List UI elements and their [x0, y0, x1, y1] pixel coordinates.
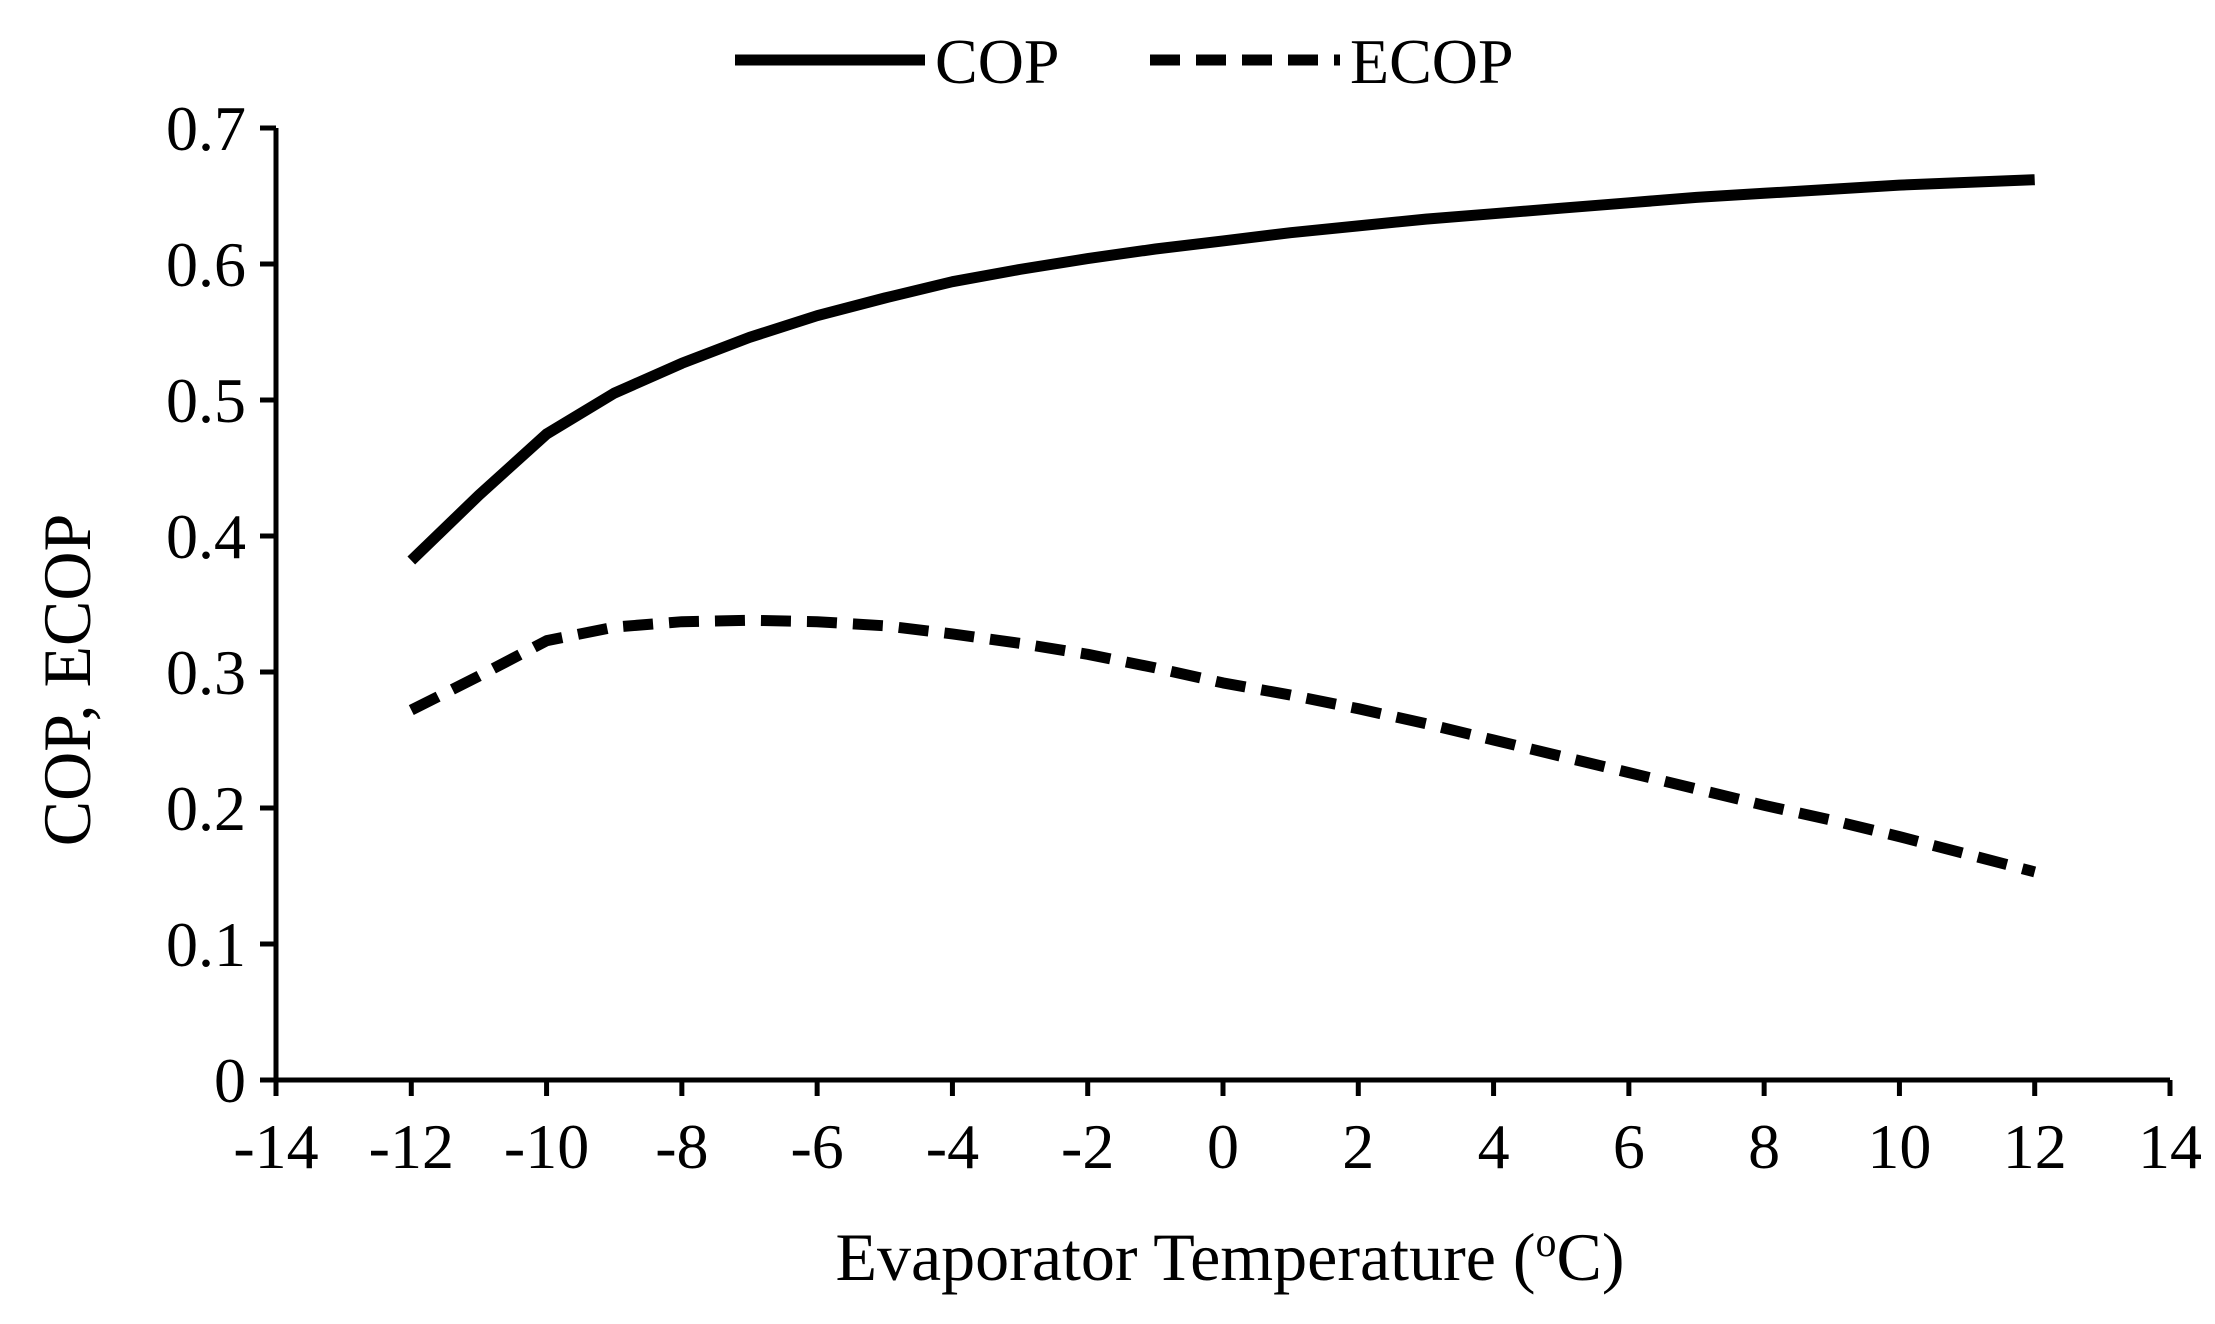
series-line-ecop: [408, 614, 2037, 878]
y-tick-label: 0: [214, 1045, 246, 1116]
x-tick-label: -4: [926, 1111, 979, 1182]
x-tick-label: -2: [1061, 1111, 1114, 1182]
x-tick-label: -6: [790, 1111, 843, 1182]
x-tick-label: 12: [2003, 1111, 2067, 1182]
y-tick-label: 0.4: [166, 501, 246, 572]
x-tick-label: -12: [369, 1111, 454, 1182]
y-tick-label: 0.5: [166, 365, 246, 436]
axes: [273, 128, 2170, 1083]
legend-label-ecop: ECOP: [1350, 26, 1514, 97]
legend: COP ECOP: [735, 26, 1514, 97]
x-ticks: -14 -12 -10 -8 -6 -4 -2 0 2 4 6 8 10 12 14: [233, 1080, 2202, 1182]
y-tick-label: 0.3: [166, 637, 246, 708]
x-tick-label: -14: [233, 1111, 318, 1182]
x-tick-label: 2: [1342, 1111, 1374, 1182]
series-line-cop: [407, 174, 2035, 565]
x-tick-label: 14: [2138, 1111, 2202, 1182]
x-axis-title: Evaporator Temperature (oC): [835, 1219, 1624, 1295]
legend-label-cop: COP: [935, 26, 1060, 97]
y-axis-title: COP, ECOP: [29, 514, 105, 847]
x-tick-label: 4: [1478, 1111, 1510, 1182]
x-tick-label: -8: [655, 1111, 708, 1182]
y-tick-label: 0.7: [166, 93, 246, 164]
x-tick-label: -10: [504, 1111, 589, 1182]
series-group: [407, 174, 2037, 878]
x-tick-label: 6: [1613, 1111, 1645, 1182]
y-tick-label: 0.2: [166, 773, 246, 844]
x-tick-label: 10: [1867, 1111, 1931, 1182]
y-tick-label: 0.6: [166, 229, 246, 300]
x-tick-label: 8: [1748, 1111, 1780, 1182]
y-tick-label: 0.1: [166, 909, 246, 980]
x-axis-title-degree: o: [1536, 1220, 1557, 1266]
y-ticks: 0 0.1 0.2 0.3 0.4 0.5 0.6 0.7: [166, 93, 276, 1116]
x-axis-title-main: Evaporator Temperature (: [835, 1219, 1535, 1295]
x-tick-label: 0: [1207, 1111, 1239, 1182]
x-axis-title-unit: C): [1557, 1219, 1625, 1295]
